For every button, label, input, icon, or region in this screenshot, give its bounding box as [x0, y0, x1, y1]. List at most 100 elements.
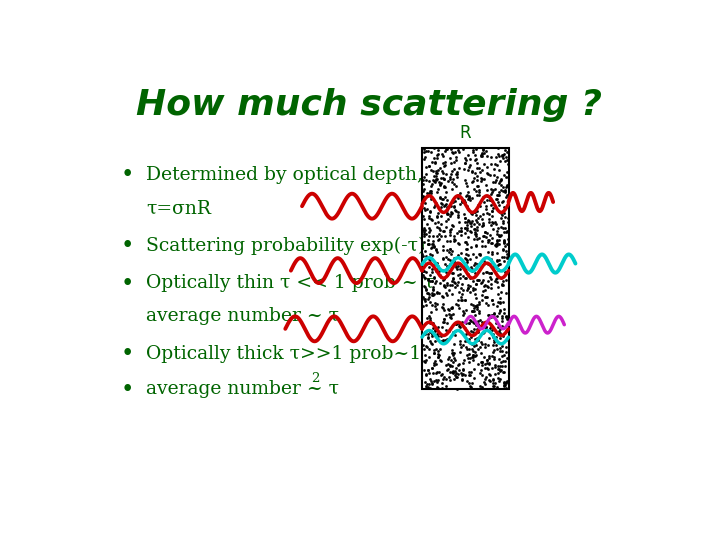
Point	[467, 340, 478, 348]
Point	[441, 217, 452, 226]
Point	[482, 340, 494, 349]
Point	[436, 357, 447, 366]
Point	[488, 353, 500, 362]
Point	[467, 286, 478, 294]
Point	[437, 318, 449, 327]
Point	[430, 301, 441, 310]
Point	[441, 375, 452, 384]
Point	[434, 164, 446, 173]
Point	[452, 262, 464, 271]
Point	[479, 340, 490, 349]
Point	[439, 336, 451, 345]
Point	[431, 369, 442, 378]
Point	[467, 210, 478, 218]
Point	[471, 276, 482, 285]
Point	[481, 181, 492, 190]
Point	[443, 306, 454, 315]
Point	[498, 224, 509, 232]
Point	[448, 367, 459, 376]
Point	[469, 210, 481, 219]
Point	[480, 380, 491, 388]
Point	[458, 356, 469, 364]
Point	[478, 159, 490, 168]
Point	[445, 225, 456, 234]
Point	[461, 226, 472, 235]
Point	[499, 268, 510, 276]
Point	[503, 234, 514, 243]
Point	[420, 252, 432, 261]
Point	[421, 191, 433, 200]
Point	[430, 267, 441, 275]
Point	[457, 364, 469, 373]
Point	[439, 147, 451, 156]
Point	[449, 366, 460, 375]
Point	[477, 242, 488, 251]
Point	[427, 319, 438, 328]
Point	[444, 281, 456, 289]
Point	[426, 329, 438, 338]
Point	[417, 226, 428, 234]
Point	[493, 191, 505, 199]
Point	[487, 333, 499, 341]
Point	[485, 269, 497, 278]
Point	[449, 237, 460, 245]
Point	[456, 261, 467, 270]
Point	[469, 325, 480, 333]
Point	[467, 265, 478, 274]
Point	[479, 174, 490, 183]
Point	[456, 318, 468, 327]
Point	[492, 362, 503, 371]
Point	[464, 335, 475, 344]
Point	[467, 145, 479, 154]
Point	[437, 303, 449, 312]
Point	[462, 258, 473, 266]
Point	[421, 342, 433, 351]
Point	[445, 314, 456, 322]
Point	[486, 296, 498, 305]
Point	[491, 237, 503, 245]
Point	[430, 336, 441, 345]
Point	[502, 227, 513, 235]
Point	[488, 310, 500, 319]
Point	[439, 161, 451, 170]
Point	[494, 375, 505, 383]
Point	[496, 279, 508, 288]
Point	[492, 240, 503, 249]
Point	[490, 276, 501, 285]
Point	[493, 365, 505, 374]
Point	[474, 249, 485, 258]
Point	[441, 291, 453, 300]
Point	[487, 348, 499, 357]
Point	[431, 175, 443, 184]
Point	[490, 240, 502, 248]
Point	[501, 254, 513, 262]
Point	[436, 203, 447, 212]
Point	[490, 160, 501, 168]
Point	[485, 171, 496, 179]
Point	[451, 281, 462, 289]
Point	[441, 145, 453, 154]
Point	[477, 144, 489, 153]
Point	[437, 242, 449, 251]
Point	[469, 290, 481, 299]
Point	[444, 327, 455, 336]
Point	[461, 336, 472, 345]
Point	[438, 374, 449, 383]
Point	[440, 199, 451, 208]
Point	[447, 310, 459, 319]
Point	[462, 345, 473, 353]
Point	[473, 187, 485, 196]
Point	[463, 191, 474, 200]
Point	[464, 282, 476, 291]
Point	[423, 380, 435, 388]
Point	[477, 215, 488, 224]
Point	[475, 349, 487, 357]
Point	[427, 291, 438, 299]
Point	[423, 345, 435, 353]
Point	[500, 348, 512, 356]
Point	[423, 365, 434, 374]
Point	[433, 166, 444, 174]
Point	[498, 237, 510, 245]
Point	[500, 228, 511, 237]
Point	[438, 175, 449, 184]
